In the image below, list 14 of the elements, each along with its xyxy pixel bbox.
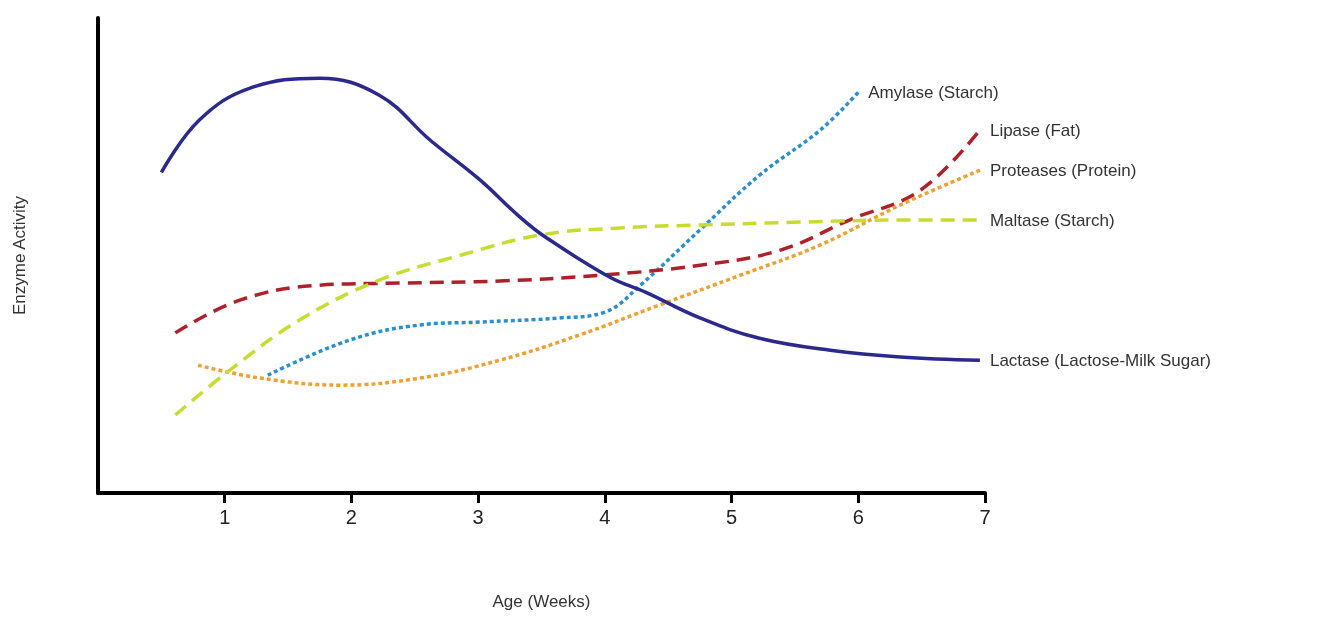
x-tick-label: 3 [472, 506, 484, 528]
x-tick-label: 7 [979, 506, 991, 528]
x-tick-label: 4 [599, 506, 611, 528]
x-tick-label: 5 [726, 506, 738, 528]
series-label: Amylase (Starch) [868, 82, 999, 102]
x-axis-title: Age (Weeks) [492, 592, 591, 611]
x-tick-label: 1 [219, 506, 231, 528]
series-label: Lipase (Fat) [989, 120, 1081, 140]
x-tick-label: 2 [345, 506, 357, 528]
y-axis-title: Enzyme Activity [10, 195, 29, 316]
x-tick-label: 6 [852, 506, 864, 528]
series-label: Proteases (Protein) [989, 160, 1137, 180]
series-label: Lactase (Lactose-Milk Sugar) [989, 350, 1212, 370]
series-label: Maltase (Starch) [989, 210, 1115, 230]
